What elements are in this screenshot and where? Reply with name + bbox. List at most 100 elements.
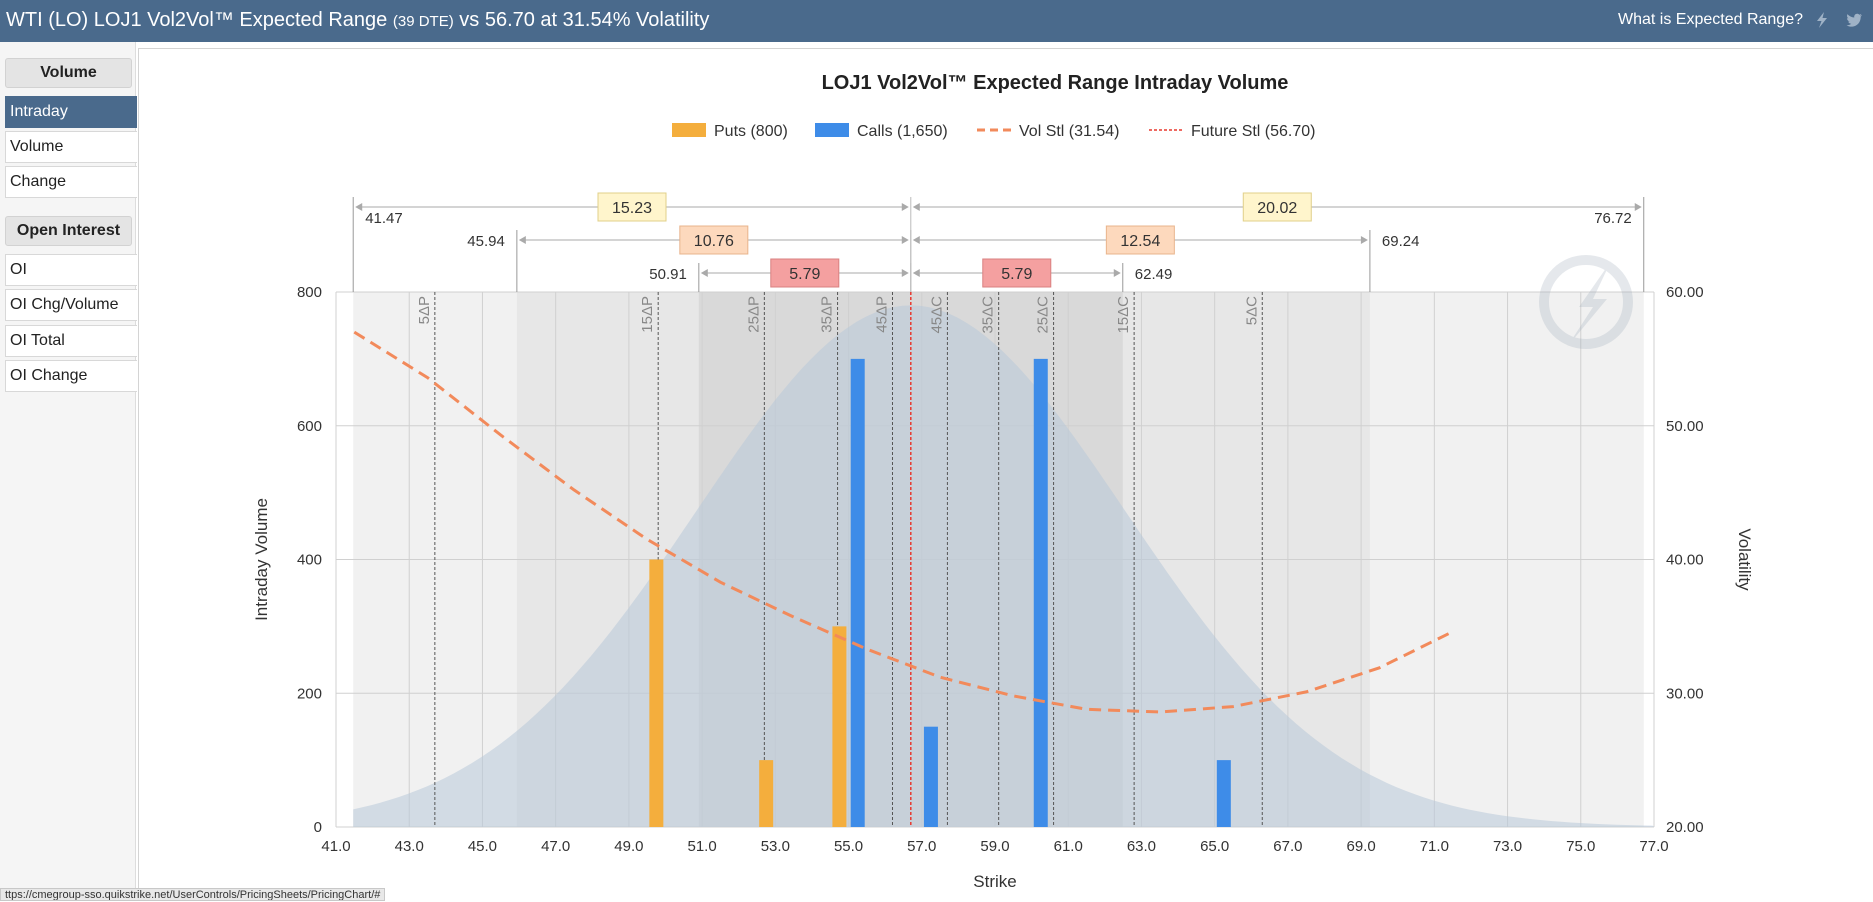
expected-range-chart: LOJ1 Vol2Vol™ Expected Range Intraday Vo… <box>252 72 1754 891</box>
title-dte: (39 DTE) <box>392 13 454 30</box>
x-tick-label-18: 77.0 <box>1639 838 1668 855</box>
x-tick-label-6: 53.0 <box>761 838 790 855</box>
status-url: ttps://cmegroup-sso.quikstrike.net/UserC… <box>0 888 386 901</box>
header-bar: WTI (LO) LOJ1 Vol2Vol™ Expected Range (3… <box>0 0 1873 42</box>
expected-range-bracket-1: 5.79 5.79 50.91 62.49 <box>649 258 1172 292</box>
y2-axis-title: Volatility <box>1735 528 1754 591</box>
x-tick-label-0: 41.0 <box>321 838 350 855</box>
expected-range-bracket-3-arrow-left <box>355 203 363 211</box>
calls-bar-0 <box>850 358 865 827</box>
expected-range-bracket-1-arrow-center-right <box>912 269 920 277</box>
delta-label-4: 45ΔP <box>873 296 890 333</box>
expected-range-bracket-1-arrow-right <box>1113 269 1121 277</box>
delta-label-0: 5ΔP <box>416 296 433 324</box>
sidebar-heading-volume: Volume <box>5 58 132 88</box>
expected-range-bracket-2-arrow-right <box>1360 236 1368 244</box>
expected-range-bracket-3-up-width: 20.02 <box>1257 200 1297 217</box>
sidebar-item-intraday[interactable]: Intraday <box>5 96 137 128</box>
sidebar-item-oi-change[interactable]: OI Change <box>5 360 137 392</box>
sidebar-item-volume[interactable]: Volume <box>5 131 137 163</box>
y2-tick-label-1: 30.00 <box>1666 685 1704 702</box>
quikstrike-watermark-icon <box>1539 255 1633 349</box>
expected-range-bracket-2-low-label: 45.94 <box>467 233 505 250</box>
expected-range-bracket-2: 10.76 12.54 45.94 69.24 <box>467 225 1420 292</box>
legend-swatch-0 <box>672 123 706 137</box>
expected-range-bracket-2-up-box <box>1105 225 1175 255</box>
expected-range-bracket-3-down-box <box>597 192 667 222</box>
y2-tick-label-4: 60.00 <box>1666 284 1704 301</box>
expected-range-help-link[interactable]: What is Expected Range? <box>1618 11 1803 28</box>
legend-label-2: Vol Stl (31.54) <box>1019 123 1120 140</box>
sidebar: Volume Intraday Volume Change Open Inter… <box>0 42 137 901</box>
expected-range-bracket-1-arrow-left <box>700 269 708 277</box>
y-tick-label-4: 800 <box>297 284 322 301</box>
sidebar-item-oi-total[interactable]: OI Total <box>5 325 137 357</box>
sidebar-heading-open-interest: Open Interest <box>5 216 132 246</box>
watermark-ring <box>1539 255 1633 349</box>
x-tick-label-7: 55.0 <box>834 838 863 855</box>
y2-tick-label-3: 50.00 <box>1666 418 1704 435</box>
x-tick-label-15: 71.0 <box>1420 838 1449 855</box>
calls-bar-3 <box>1216 760 1231 827</box>
delta-label-9: 5ΔC <box>1243 296 1260 325</box>
expected-range-bracket-3-down-width: 15.23 <box>612 200 652 217</box>
y-axis-title: Intraday Volume <box>252 498 271 621</box>
expected-range-bracket-1-up-box <box>982 258 1052 288</box>
y2-tick-label-0: 20.00 <box>1666 819 1704 836</box>
y-tick-label-2: 400 <box>297 552 322 569</box>
x-tick-label-4: 49.0 <box>614 838 643 855</box>
delta-label-3: 35ΔP <box>819 296 836 333</box>
title-main: WTI (LO) LOJ1 Vol2Vol™ Expected Range <box>6 9 388 31</box>
expected-range-bracket-1-down-width: 5.79 <box>789 266 820 283</box>
puts-bar-2 <box>832 626 847 827</box>
calls-bar-1 <box>923 726 938 827</box>
chart-legend: Puts (800) Calls (1,650) Vol Stl (31.54) Fu… <box>672 123 1316 140</box>
x-tick-label-2: 45.0 <box>468 838 497 855</box>
expected-range-bracket-1-low-label: 50.91 <box>649 266 687 283</box>
expected-range-bracket-3-arrow-center-left <box>901 203 909 211</box>
chart-title: LOJ1 Vol2Vol™ Expected Range Intraday Vo… <box>822 72 1289 94</box>
page-title: WTI (LO) LOJ1 Vol2Vol™ Expected Range (3… <box>6 9 709 32</box>
x-tick-label-3: 47.0 <box>541 838 570 855</box>
expected-range-bracket-2-arrow-left <box>518 236 526 244</box>
x-tick-label-14: 69.0 <box>1347 838 1376 855</box>
expected-range-bracket-3-arrow-right <box>1634 203 1642 211</box>
expected-range-bracket-3-up-box <box>1242 192 1312 222</box>
delta-label-2: 25ΔP <box>745 296 762 333</box>
expected-range-bracket-2-arrow-center-right <box>912 236 920 244</box>
lightning-icon[interactable] <box>1813 11 1831 29</box>
probability-distribution-area <box>353 305 1655 827</box>
expected-range-bracket-2-down-box <box>679 225 749 255</box>
puts-bar-1 <box>759 760 774 827</box>
y2-tick-label-2: 40.00 <box>1666 552 1704 569</box>
expected-range-bracket-2-down-width: 10.76 <box>694 233 734 250</box>
x-tick-label-11: 63.0 <box>1127 838 1156 855</box>
x-tick-label-10: 61.0 <box>1054 838 1083 855</box>
x-tick-label-13: 67.0 <box>1273 838 1302 855</box>
x-tick-label-17: 75.0 <box>1566 838 1595 855</box>
delta-label-5: 45ΔC <box>928 296 945 334</box>
x-tick-label-12: 65.0 <box>1200 838 1229 855</box>
sidebar-item-change[interactable]: Change <box>5 166 137 198</box>
watermark-bolt <box>1567 261 1611 347</box>
sidebar-item-oi[interactable]: OI <box>5 254 137 286</box>
legend-label-3: Future Stl (56.70) <box>1191 123 1316 140</box>
delta-label-1: 15ΔP <box>639 296 656 333</box>
expected-range-bracket-3-high-label: 76.72 <box>1594 210 1632 227</box>
sidebar-item-oi-chg-volume[interactable]: OI Chg/Volume <box>5 289 137 321</box>
expected-range-bracket-1-down-box <box>770 258 840 288</box>
legend-swatch-1 <box>815 123 849 137</box>
y-tick-label-3: 600 <box>297 418 322 435</box>
expected-range-bracket-3-low-label: 41.47 <box>365 210 403 227</box>
vol-settle-curve <box>353 330 1454 714</box>
x-tick-label-9: 59.0 <box>980 838 1009 855</box>
x-tick-label-8: 57.0 <box>907 838 936 855</box>
x-tick-label-1: 43.0 <box>395 838 424 855</box>
expected-range-bracket-2-high-label: 69.24 <box>1382 233 1420 250</box>
legend-label-0: Puts (800) <box>714 123 788 140</box>
chart-panel: LOJ1 Vol2Vol™ Expected Range Intraday Vo… <box>138 48 1873 901</box>
twitter-bird-icon[interactable] <box>1845 11 1863 29</box>
delta-label-8: 15ΔC <box>1115 296 1132 334</box>
title-rest: vs 56.70 at 31.54% Volatility <box>459 9 710 31</box>
y-tick-label-0: 0 <box>314 819 322 836</box>
